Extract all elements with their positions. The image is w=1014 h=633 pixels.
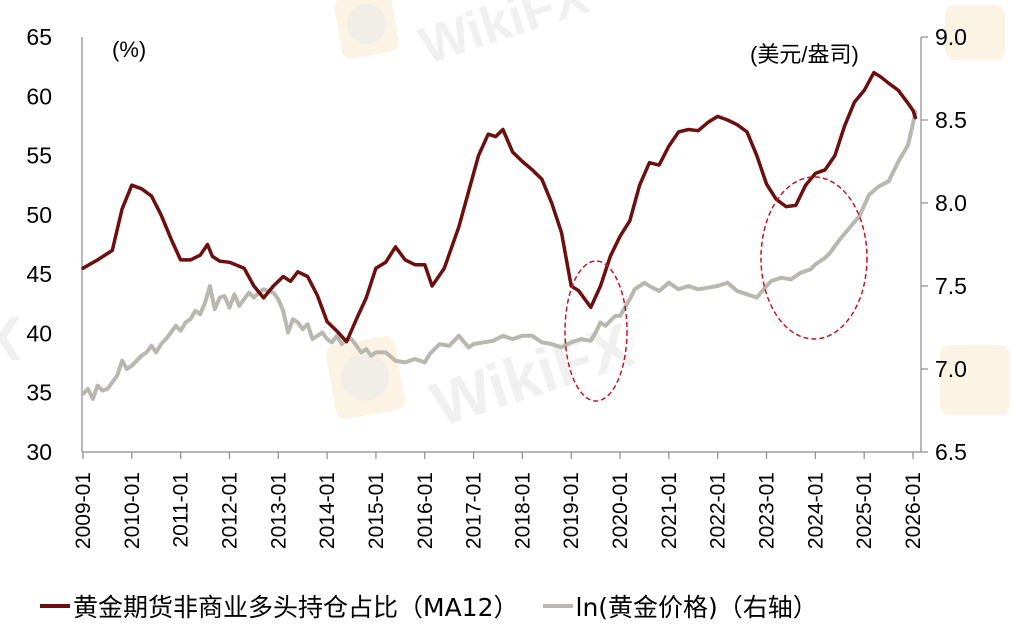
x-axis-tick-label: 2010-01 <box>121 472 144 549</box>
legend: 黄金期货非商业多头持仓占比（MA12） ln(黄金价格)（右轴） <box>40 588 842 624</box>
left-axis-tick-label: 55 <box>26 143 52 169</box>
x-axis-tick-label: 2024-01 <box>804 472 827 549</box>
annotation-ellipse-2019 <box>564 260 628 402</box>
x-axis-tick-label: 2018-01 <box>511 472 534 549</box>
right-axis-tick-label: 7.0 <box>935 356 967 382</box>
right-axis-tick-label: 8.0 <box>935 190 967 216</box>
x-axis-tick-label: 2011-01 <box>170 472 193 548</box>
x-axis-tick-label: 2009-01 <box>72 472 95 549</box>
x-axis-tick-label: 2026-01 <box>902 472 925 549</box>
legend-item-gold-price: ln(黄金价格)（右轴） <box>542 588 818 624</box>
right-axis-tick-label: 9.0 <box>935 24 967 50</box>
watermark-x-left: X <box>0 305 21 374</box>
legend-swatch-dark-red <box>40 604 70 608</box>
right-axis-tick-label: 6.5 <box>935 439 967 465</box>
left-axis-tick-label: 65 <box>26 24 52 50</box>
left-axis-tick-label: 40 <box>26 320 52 346</box>
watermark-text-middle: WikiFX <box>424 311 641 440</box>
legend-label: 黄金期货非商业多头持仓占比（MA12） <box>73 593 519 622</box>
left-axis-tick-label: 30 <box>26 439 52 465</box>
x-axis-tick-label: 2023-01 <box>756 472 779 549</box>
left-axis-unit-label: (%) <box>112 37 146 62</box>
x-axis-tick-label: 2012-01 <box>218 472 241 549</box>
watermark-text-top: WikiFX <box>413 0 596 76</box>
x-axis-tick-label: 2015-01 <box>365 472 388 549</box>
x-axis-tick-label: 2019-01 <box>560 472 583 549</box>
legend-swatch-gray <box>542 604 573 608</box>
right-axis-tick-label: 7.5 <box>935 273 967 299</box>
left-axis-tick-label: 45 <box>26 261 52 287</box>
left-axis-tick-label: 50 <box>26 202 52 228</box>
left-axis-tick-label: 60 <box>26 83 52 109</box>
x-axis-tick-label: 2017-01 <box>463 472 486 549</box>
legend-item-long-position: 黄金期货非商业多头持仓占比（MA12） <box>40 588 519 624</box>
x-axis-tick-label: 2021-01 <box>658 472 681 549</box>
annotation-ellipse-2023 <box>760 176 868 340</box>
x-axis-tick-label: 2022-01 <box>707 472 730 549</box>
x-axis-tick-label: 2014-01 <box>316 472 339 549</box>
x-axis-tick-label: 2020-01 <box>609 472 632 549</box>
right-axis-unit-label: (美元/盎司) <box>750 42 859 67</box>
right-axis-tick-labels: 9.0 8.5 8.0 7.5 7.0 6.5 <box>935 24 967 465</box>
series-line-gold-price <box>81 109 918 401</box>
axes <box>81 36 928 459</box>
x-axis-tick-labels: 2009-01 2010-01 2011-01 2012-01 2013-01 2014-… <box>72 472 925 549</box>
right-axis-tick-label: 8.5 <box>935 107 967 133</box>
left-axis-tick-labels: 65 60 55 50 45 40 35 30 <box>26 24 52 465</box>
left-axis-tick-label: 35 <box>26 380 52 406</box>
x-axis-tick-label: 2025-01 <box>853 472 876 549</box>
x-axis-tick-label: 2016-01 <box>414 472 437 549</box>
series-line-long-position-ratio <box>81 70 918 344</box>
legend-label: ln(黄金价格)（右轴） <box>575 593 818 622</box>
x-axis-tick-label: 2013-01 <box>267 472 290 549</box>
